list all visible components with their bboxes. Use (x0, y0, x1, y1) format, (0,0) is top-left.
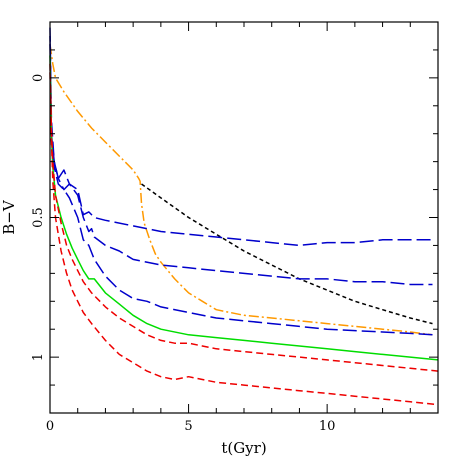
series-line-3 (49, 27, 433, 247)
series-line-8 (49, 72, 439, 406)
ticks-layer: 0 5 10 0 0.5 1 (31, 21, 439, 434)
series-line-2 (49, 44, 433, 336)
y-tick-label: 0.5 (31, 207, 46, 228)
x-tick-label: 10 (319, 419, 336, 434)
series-layer (49, 27, 439, 406)
series-line-5 (49, 44, 433, 336)
series-line-4 (49, 35, 433, 286)
series-line-7 (49, 63, 439, 372)
series-line-1 (141, 183, 433, 325)
y-tick-label: 0 (31, 74, 46, 82)
x-tick-label: 0 (46, 419, 54, 434)
x-axis-label: t(Gyr) (221, 439, 266, 457)
y-tick-label: 1 (31, 353, 46, 361)
series-line-6 (49, 55, 439, 361)
x-tick-label: 5 (184, 419, 192, 434)
y-axis-label: B−V (0, 199, 18, 235)
plot-frame (49, 21, 439, 414)
